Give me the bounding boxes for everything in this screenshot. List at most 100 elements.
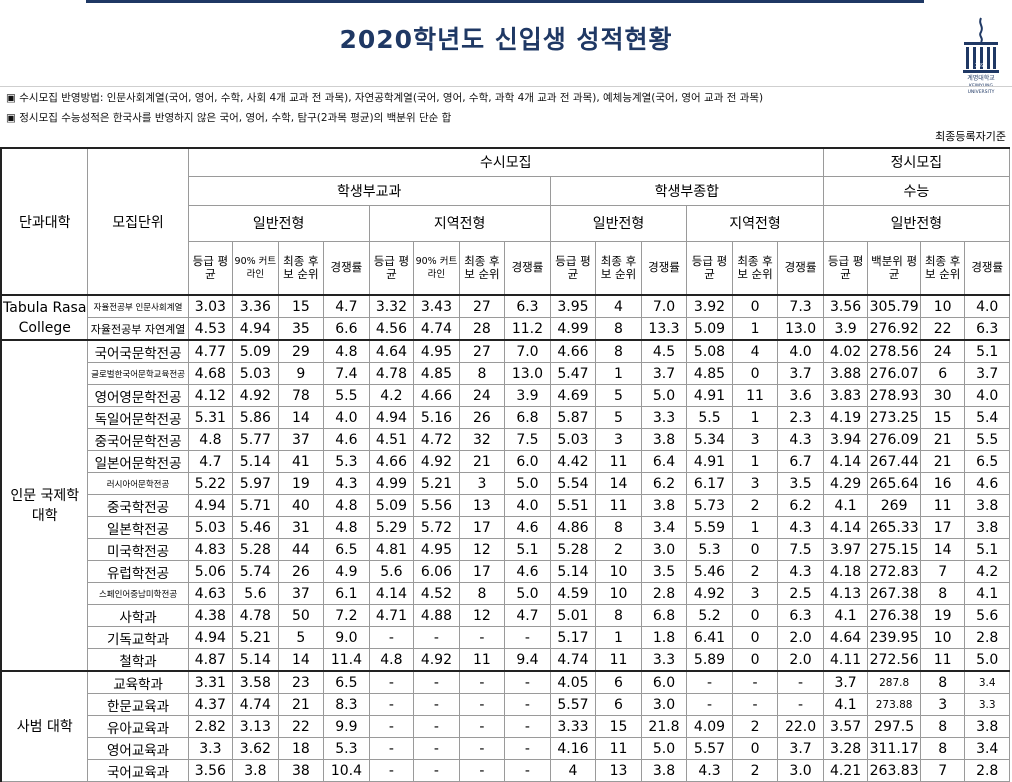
header-unit: 모집단위 xyxy=(87,147,189,296)
cell-value: 5.3 xyxy=(686,538,733,561)
table-row: 사학과 4.38 4.78 50 7.2 4.71 4.88 12 4.7 5.01 8 6.8 5.2… xyxy=(1,604,1010,627)
cell-value: 27 xyxy=(458,294,506,318)
cell-value: 4.87 xyxy=(187,648,234,672)
cell-value: 6.3 xyxy=(964,317,1010,341)
cell-value: 5.34 xyxy=(686,428,733,451)
cell-value: 5 xyxy=(595,384,642,407)
cell-value: 14 xyxy=(919,538,966,561)
cell-value: - xyxy=(413,626,460,649)
cell-value: 4.14 xyxy=(822,516,869,539)
cell-value: 3.83 xyxy=(822,384,869,407)
cell-value: 4.1 xyxy=(822,693,869,716)
cell-value: 10.4 xyxy=(323,759,370,782)
cell-value: 273.88 xyxy=(867,693,921,716)
cell-value: 6.1 xyxy=(323,582,370,605)
cell-value: 8 xyxy=(919,582,966,605)
cell-value: 4.16 xyxy=(549,737,597,760)
cell-value: 4.94 xyxy=(187,494,234,517)
cell-value: 11.2 xyxy=(504,317,551,341)
cell-value: 5.57 xyxy=(686,737,733,760)
cell-value: 5.03 xyxy=(187,516,234,539)
cell-value: 5.46 xyxy=(232,516,279,539)
cell-value: 5.0 xyxy=(504,472,551,495)
cell-value: 38 xyxy=(277,759,325,782)
cell-value: 3.7 xyxy=(640,362,688,385)
col-grade-avg: 등급 평균 xyxy=(822,240,869,296)
cell-value: 4.6 xyxy=(964,472,1010,495)
cell-value: 6.6 xyxy=(323,317,370,341)
col-percentile-avg: 백분위 평균 xyxy=(867,240,921,296)
cell-value: - xyxy=(504,626,551,649)
cell-value: 6.17 xyxy=(686,472,733,495)
cell-value: 3.4 xyxy=(640,516,688,539)
cell-value: 3.57 xyxy=(822,715,869,738)
cell-value: 287.8 xyxy=(867,670,921,694)
cell-value: 5.14 xyxy=(232,648,279,672)
unit-name: 교육학과 xyxy=(87,670,189,694)
cell-value: 7 xyxy=(919,759,966,782)
cell-value: 3.9 xyxy=(822,317,869,341)
cell-value: 4.92 xyxy=(686,582,733,605)
cell-value: 4.14 xyxy=(368,582,415,605)
cell-value: 2 xyxy=(731,759,779,782)
cell-value: - xyxy=(368,626,415,649)
cell-value: 4 xyxy=(549,759,597,782)
col-competition: 경쟁률 xyxy=(777,240,824,296)
cell-value: 15 xyxy=(595,715,642,738)
cell-value: 4.99 xyxy=(368,472,415,495)
cell-value: 4.7 xyxy=(504,604,551,627)
cell-value: 7.3 xyxy=(777,294,824,318)
college-name: Tabula Rasa College xyxy=(0,294,89,341)
table-row: 중국학전공 4.94 5.71 40 4.8 5.09 5.56 13 4.0 5.51 11 3.8… xyxy=(1,494,1010,517)
col-grade-avg: 등급 평균 xyxy=(686,240,733,296)
cell-value: 1 xyxy=(731,516,779,539)
cell-value: 4.05 xyxy=(549,670,597,694)
cell-value: 3.0 xyxy=(640,538,688,561)
cell-value: 23 xyxy=(277,670,325,694)
title-top-rule xyxy=(86,0,924,3)
cell-value: 6 xyxy=(919,362,966,385)
cell-value: - xyxy=(504,737,551,760)
cell-value: 4.8 xyxy=(323,516,370,539)
cell-value: 3 xyxy=(919,693,966,716)
cell-value: 4.56 xyxy=(368,317,415,341)
university-logo: 1899 계명대학교 KEIMYUNG UNIVERSITY xyxy=(963,17,999,95)
cell-value: 4.66 xyxy=(368,450,415,473)
header-hakbu-gyogwa: 학생부교과 xyxy=(187,175,551,206)
cell-value: 2 xyxy=(595,538,642,561)
cell-value: - xyxy=(413,759,460,782)
cell-value: 6.8 xyxy=(504,406,551,429)
cell-value: 5.59 xyxy=(686,516,733,539)
cell-value: 8 xyxy=(458,362,506,385)
cell-value: 6.5 xyxy=(323,538,370,561)
cell-value: 5.1 xyxy=(504,538,551,561)
cell-value: 4.51 xyxy=(368,428,415,451)
cell-value: 273.25 xyxy=(867,406,921,429)
cell-value: 4.66 xyxy=(549,339,597,363)
cell-value: - xyxy=(368,693,415,716)
cell-value: 7.0 xyxy=(504,339,551,363)
cell-value: - xyxy=(504,693,551,716)
cell-value: 3.6 xyxy=(777,384,824,407)
table-row: 영어교육과 3.3 3.62 18 5.3- - - -4.16 11 5.0 5.57 0 3.7 3.… xyxy=(1,737,1010,760)
cell-value: 8 xyxy=(919,715,966,738)
cell-value: - xyxy=(368,759,415,782)
cell-value: 276.09 xyxy=(867,428,921,451)
cell-value: 5.2 xyxy=(686,604,733,627)
cell-value: - xyxy=(368,670,415,694)
unit-name: 사학과 xyxy=(87,604,189,627)
cell-value: 4.8 xyxy=(368,648,415,672)
cell-value: 22 xyxy=(277,715,325,738)
cell-value: 5.17 xyxy=(549,626,597,649)
cell-value: 6.0 xyxy=(504,450,551,473)
cell-value: - xyxy=(458,670,506,694)
cell-value: 5.03 xyxy=(549,428,597,451)
cell-value: 9.9 xyxy=(323,715,370,738)
cell-value: 5.71 xyxy=(232,494,279,517)
cell-value: 5.46 xyxy=(686,560,733,583)
cell-value: 7.5 xyxy=(504,428,551,451)
table-row: 글로벌한국어문학교육전공 4.68 5.03 9 7.4 4.78 4.85 8 13.0 5.4… xyxy=(1,362,1010,385)
cell-value: - xyxy=(777,670,824,694)
cell-value: 4.95 xyxy=(413,538,460,561)
cell-value: 10 xyxy=(919,626,966,649)
